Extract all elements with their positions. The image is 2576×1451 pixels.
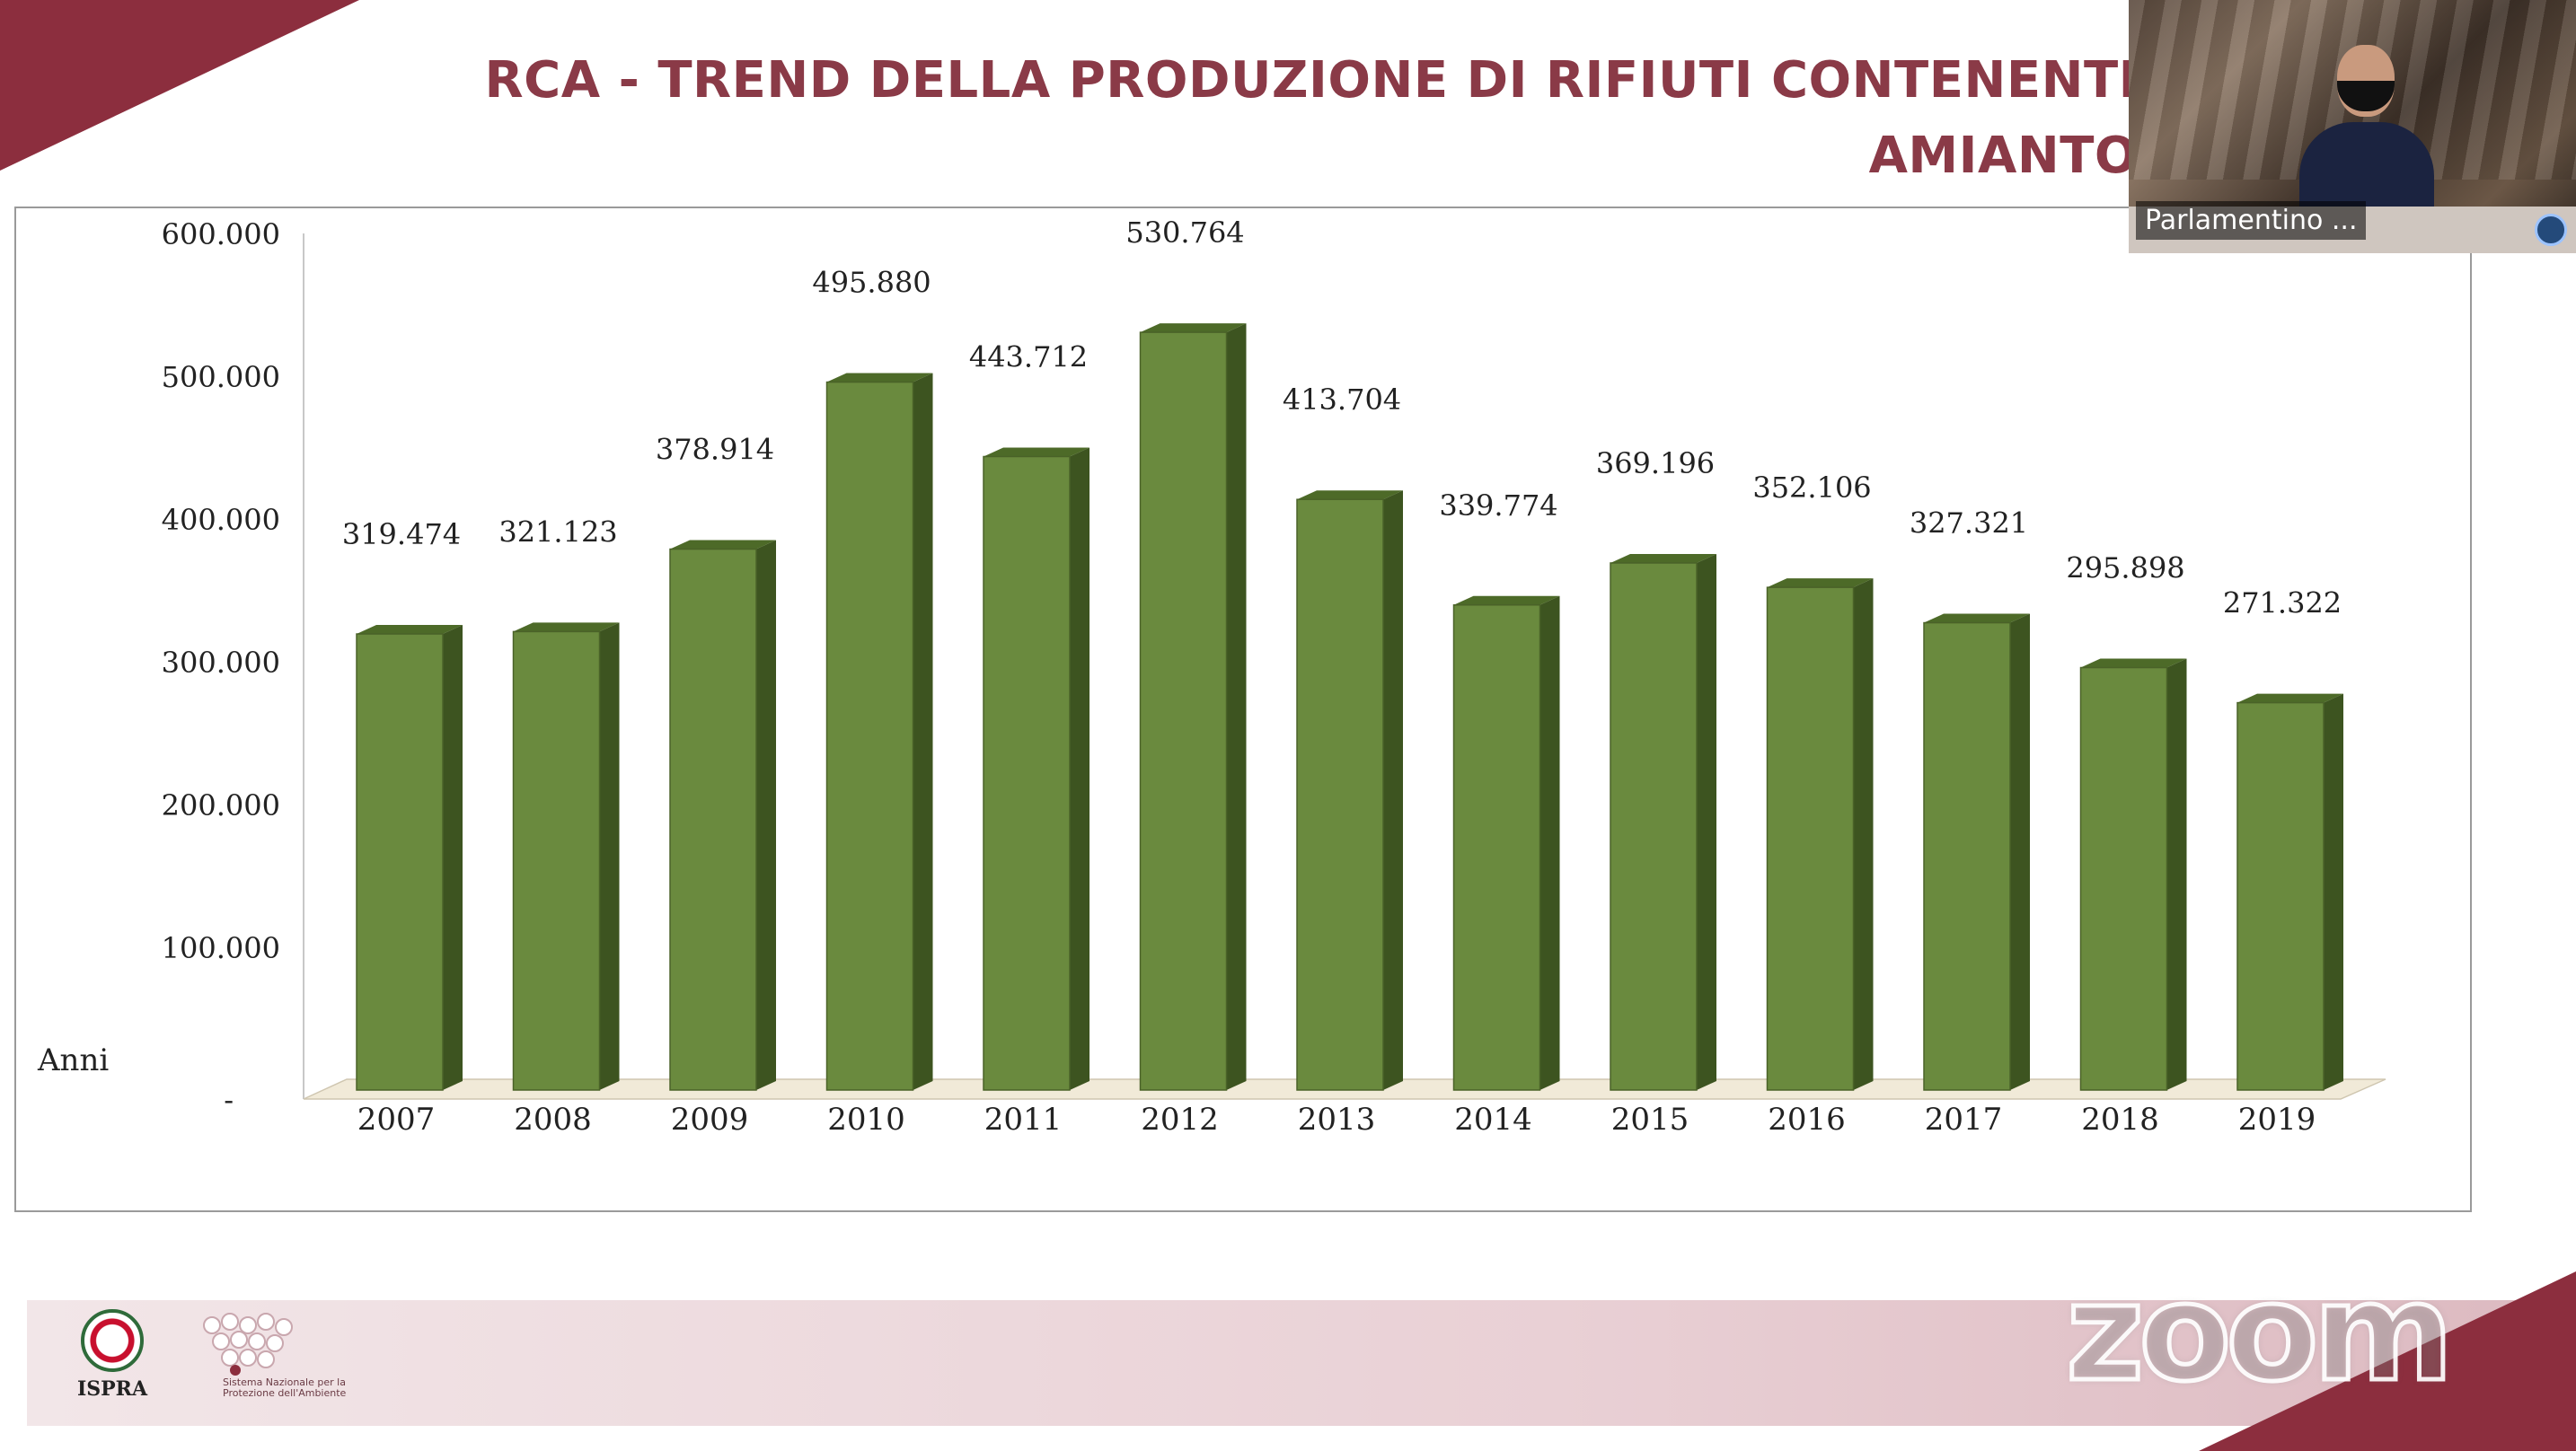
- bar-top: [1610, 553, 1716, 563]
- bar: [1766, 586, 1855, 1091]
- bar-side: [1383, 490, 1403, 1090]
- bar-value-label: 295.898: [2066, 551, 2184, 585]
- bar-value-label: 352.106: [1752, 470, 1871, 505]
- bar-side: [1226, 323, 1247, 1091]
- snpa-dots-icon: [203, 1313, 293, 1376]
- x-tick-label: 2016: [1768, 1102, 1846, 1138]
- footer-band: [27, 1300, 2576, 1426]
- bar: [1296, 498, 1384, 1091]
- bar: [1452, 604, 1541, 1091]
- bar-value-label: 339.774: [1439, 488, 1557, 523]
- zoom-watermark: zoom: [2064, 1253, 2457, 1414]
- bar-top: [2237, 693, 2343, 703]
- bar: [356, 633, 444, 1091]
- bar-top: [357, 625, 463, 635]
- x-tick-label: 2017: [1925, 1102, 2003, 1138]
- bar-top: [1924, 613, 2030, 623]
- bar-top: [1140, 323, 1247, 333]
- bar-value-label: 378.914: [656, 433, 774, 467]
- bar-value-label: 271.322: [2223, 586, 2342, 620]
- x-tick-label: 2007: [357, 1102, 436, 1138]
- bar-top: [1453, 595, 1560, 605]
- y-tick-label: 100.000: [162, 931, 280, 965]
- x-tick-label: 2018: [2081, 1102, 2159, 1138]
- bar-value-label: 413.704: [1283, 383, 1401, 417]
- bar-side: [1853, 578, 1874, 1090]
- bar-top: [2080, 658, 2187, 668]
- bar-top: [984, 447, 1090, 457]
- y-tick-label: 600.000: [162, 217, 280, 251]
- bar-top: [1297, 490, 1403, 500]
- bar-side: [913, 373, 933, 1090]
- corner-decoration-top-left: [0, 0, 359, 171]
- bar-top: [826, 373, 933, 383]
- snpa-logo-text: Sistema Nazionale per la Protezione dell…: [223, 1376, 347, 1399]
- bar-top: [1767, 578, 1874, 588]
- x-tick-label: 2008: [514, 1102, 592, 1138]
- bar: [825, 381, 914, 1091]
- x-axis-label: Anni: [37, 1042, 109, 1078]
- slide-title-line1: RCA - TREND DELLA PRODUZIONE DI RIFIUTI …: [484, 51, 2138, 185]
- bar-value-label: 443.712: [969, 339, 1088, 374]
- x-tick-label: 2015: [1611, 1102, 1689, 1138]
- bar-top: [513, 622, 620, 632]
- bar-side: [2010, 613, 2030, 1090]
- bar: [1923, 621, 2011, 1091]
- bar-side: [1697, 553, 1716, 1090]
- bar-top: [670, 540, 776, 550]
- bar-value-label: 495.880: [812, 266, 931, 300]
- ispra-logo: ISPRA: [54, 1309, 171, 1417]
- bar-value-label: 319.474: [342, 517, 461, 551]
- bar-side: [1070, 447, 1090, 1090]
- bar-chart: - 100.000 200.000 300.000 400.000 500.000 600.…: [37, 215, 2386, 1138]
- bar-value-label: 327.321: [1910, 506, 2028, 541]
- bar-side: [756, 540, 776, 1090]
- x-tick-label: 2012: [1141, 1102, 1219, 1138]
- bar: [1610, 562, 1698, 1091]
- bar-side: [2166, 658, 2187, 1090]
- x-tick-label: 2014: [1454, 1102, 1532, 1138]
- meeting-badge-icon: [2535, 214, 2567, 246]
- italian-emblem-icon: [81, 1309, 144, 1372]
- participant-video-tile[interactable]: Parlamentino ...: [2129, 0, 2576, 253]
- bar-side: [443, 625, 463, 1090]
- x-tick-label: 2010: [827, 1102, 905, 1138]
- y-tick-label: 400.000: [162, 503, 280, 537]
- corner-decoration-bottom-right: [2199, 1271, 2576, 1451]
- bar: [669, 548, 757, 1091]
- x-tick-label: 2011: [984, 1102, 1063, 1138]
- x-tick-label: 2009: [671, 1102, 749, 1138]
- bar-value-label: 530.764: [1125, 215, 1244, 250]
- bar-side: [2324, 693, 2343, 1090]
- bar: [512, 630, 601, 1091]
- x-tick-label: 2019: [2238, 1102, 2316, 1138]
- y-tick-label: 200.000: [162, 788, 280, 822]
- participant-name-label: Parlamentino ...: [2136, 201, 2367, 240]
- snpa-logo: Sistema Nazionale per la Protezione dell…: [196, 1313, 366, 1420]
- bar: [2236, 701, 2325, 1091]
- bar-side: [1539, 595, 1560, 1090]
- bar-side: [599, 622, 620, 1090]
- y-tick-label: 500.000: [162, 360, 280, 394]
- y-tick-label: 300.000: [162, 646, 280, 680]
- bar: [983, 455, 1071, 1091]
- y-tick-label: -: [224, 1083, 234, 1117]
- x-tick-label: 2013: [1298, 1102, 1376, 1138]
- bar-value-label: 369.196: [1596, 446, 1715, 480]
- ispra-logo-name: ISPRA: [76, 1377, 148, 1401]
- bar: [1139, 331, 1228, 1091]
- bar-value-label: 321.123: [498, 514, 617, 549]
- bar: [2079, 666, 2168, 1091]
